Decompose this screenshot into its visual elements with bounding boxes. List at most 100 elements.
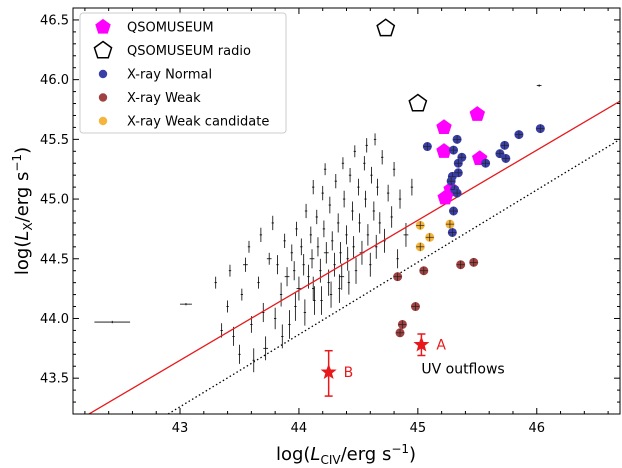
legend-label: X-ray Weak <box>127 91 201 106</box>
cloud-point <box>380 150 384 165</box>
cloud-point <box>180 302 192 306</box>
cloud-point <box>334 173 337 189</box>
cloud-point <box>266 252 272 265</box>
marker-x-ray-normal <box>535 124 545 134</box>
cloud-point <box>378 212 381 234</box>
plot-area <box>87 18 620 414</box>
cloud-point <box>390 206 393 228</box>
legend-label: X-ray Weak candidate <box>127 115 269 130</box>
marker-x-ray-normal <box>447 227 457 237</box>
cloud-point <box>300 238 303 256</box>
marker-qsomuseum <box>469 106 486 121</box>
cloud-point <box>302 253 305 276</box>
cloud-point <box>372 201 376 221</box>
cloud-point <box>328 196 332 214</box>
y-tick-label: 46.5 <box>40 13 69 28</box>
legend-entry: X-ray Normal <box>98 68 212 83</box>
cloud-point <box>283 233 286 249</box>
legend-entry: QSOMUSEUM <box>95 18 214 36</box>
marker-qsomuseum-radio <box>376 18 396 37</box>
y-tick-label: 44.5 <box>40 252 69 267</box>
marker-x-ray-normal <box>449 206 459 216</box>
marker-x-ray-normal <box>449 145 459 155</box>
marker-x-ray-normal <box>453 168 463 178</box>
cloud-point <box>226 300 229 313</box>
cloud-point <box>228 264 232 277</box>
cloud-point <box>271 215 274 231</box>
marker-x-ray-normal <box>481 158 491 168</box>
y-tick-label: 43.5 <box>40 372 69 387</box>
cloud-point <box>276 255 279 275</box>
y-axis-label: log(LX/erg s−1) <box>10 147 35 275</box>
y-tick-label: 45.5 <box>40 133 69 148</box>
cloud-point <box>366 224 370 246</box>
marker-x-ray-normal <box>422 142 432 152</box>
cloud-point <box>345 225 348 245</box>
cloud-point <box>294 292 297 321</box>
cloud-point <box>348 168 352 183</box>
cloud-point <box>94 320 131 324</box>
cloud-point <box>290 244 293 262</box>
cloud-point <box>339 263 345 290</box>
special-point-a <box>413 333 430 357</box>
marker-x-ray-normal <box>446 176 456 186</box>
legend-marker <box>93 40 113 59</box>
cloud-point <box>309 249 315 269</box>
cloud-point <box>338 274 341 303</box>
legend-marker <box>98 116 108 126</box>
cloud-point <box>369 252 372 277</box>
cloud-point <box>257 276 260 289</box>
cloud-point <box>396 249 399 269</box>
legend-label: QSOMUSEUM radio <box>127 44 251 59</box>
marker-x-ray-weak <box>410 302 420 312</box>
x-axis-label: log(LCIV/erg s−1) <box>276 442 416 467</box>
cloud-point <box>351 201 354 221</box>
cloud-point <box>536 84 542 87</box>
y-tick-label: 46.0 <box>40 73 69 88</box>
special-point-label-b: B <box>344 365 354 381</box>
cloud-point <box>363 156 366 171</box>
cloud-point <box>358 213 361 233</box>
cloud-point <box>375 234 378 259</box>
cloud-point <box>232 326 235 346</box>
cloud-point <box>341 157 345 170</box>
fit-line-solid <box>87 100 620 414</box>
cloud-point <box>322 220 326 238</box>
cloud-point <box>336 213 340 233</box>
cloud-point <box>284 267 290 287</box>
legend-entry: X-ray Weak candidate <box>98 115 269 130</box>
cloud-point <box>370 166 373 184</box>
legend-marker <box>98 69 108 79</box>
cloud-point <box>238 344 241 364</box>
legend-entry: X-ray Weak <box>98 91 201 106</box>
cloud-point <box>288 310 291 339</box>
cloud-point <box>292 261 296 281</box>
cloud-point <box>365 138 368 153</box>
legend: QSOMUSEUM QSOMUSEUM radio X-ray Normal X-ra… <box>79 12 287 134</box>
cloud-point <box>323 163 327 176</box>
cloud-point <box>364 190 367 208</box>
marker-x-ray-weak <box>393 272 403 282</box>
cloud-point <box>323 242 329 264</box>
cloud-point <box>329 281 333 308</box>
cloud-point <box>315 209 318 225</box>
cloud-point <box>279 282 283 307</box>
cloud-point <box>373 133 377 146</box>
cloud-point <box>410 178 414 196</box>
x-tick-label: 46 <box>528 421 545 436</box>
cloud-point <box>295 221 298 237</box>
cloud-point <box>346 246 349 271</box>
cloud-point <box>331 231 334 251</box>
x-tick-label: 44 <box>291 421 308 436</box>
marker-x-ray-normal <box>452 134 462 144</box>
legend-marker <box>98 93 108 102</box>
cloud-point <box>281 324 284 349</box>
cloud-point <box>214 276 217 289</box>
series-markers <box>376 18 545 338</box>
annotations: A B UV outflows <box>344 338 505 381</box>
x-tick-label: 43 <box>172 421 189 436</box>
marker-x-ray-weak <box>397 319 407 329</box>
cloud-point <box>376 178 379 196</box>
legend-marker <box>95 18 111 34</box>
